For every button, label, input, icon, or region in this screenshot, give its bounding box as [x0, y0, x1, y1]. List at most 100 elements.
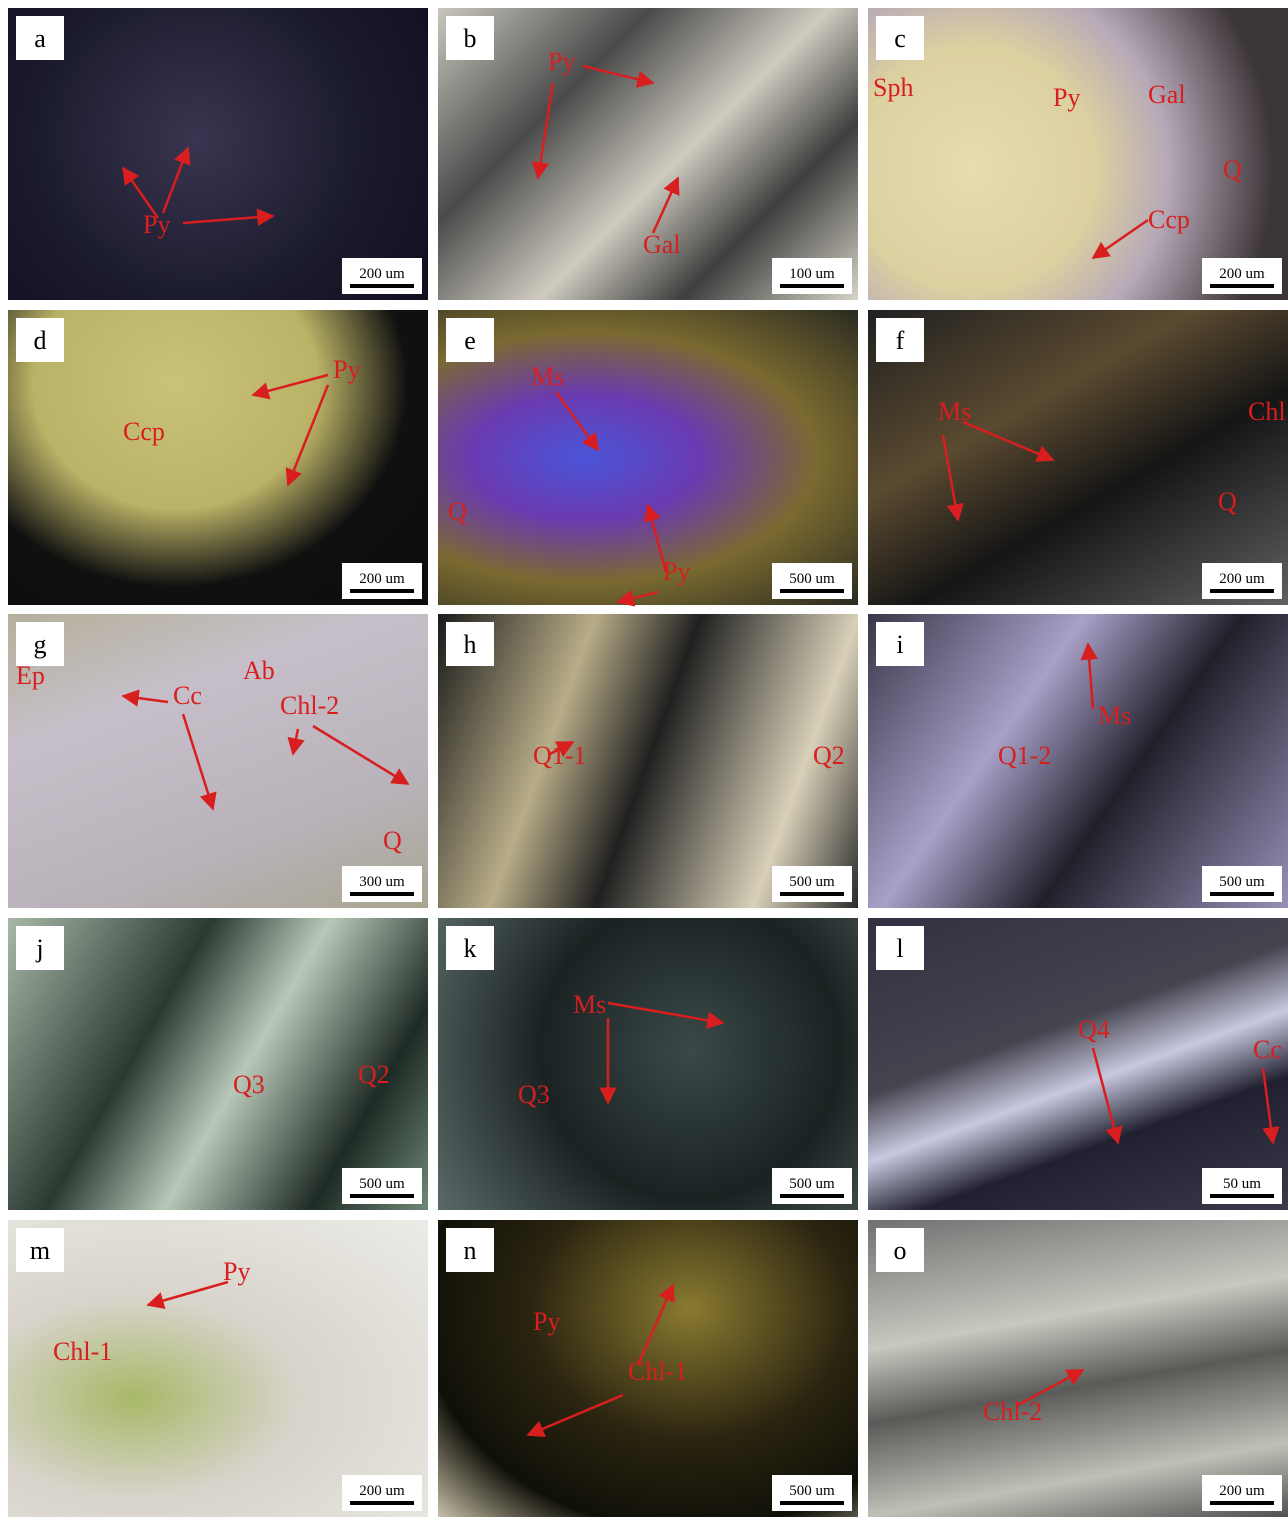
scale-bar: [350, 1194, 414, 1198]
scale-bar: [1210, 1501, 1274, 1505]
scale-bar: [1210, 892, 1274, 896]
scale-bar: [350, 1501, 414, 1505]
arrow: [528, 1395, 623, 1435]
mineral-label: Q: [1223, 155, 1242, 184]
panel-letter: m: [30, 1236, 50, 1265]
scale-bar: [350, 892, 414, 896]
mineral-label: Q: [448, 497, 467, 526]
panel-letter: i: [896, 630, 903, 659]
panel-letter: b: [464, 24, 477, 53]
scale-label: 200 um: [1219, 1483, 1265, 1499]
scale-label: 200 um: [359, 571, 405, 587]
panel-letter: d: [34, 326, 47, 355]
overlay: aPy200 umbPyGal100 umcSphPyGalQCcp200 um…: [0, 0, 1288, 1517]
panel-letter: g: [34, 630, 47, 659]
scale-label: 200 um: [359, 1483, 405, 1499]
arrow: [1088, 644, 1093, 709]
mineral-label: Py: [1053, 83, 1080, 112]
scale-label: 200 um: [359, 266, 405, 282]
scale-label: 500 um: [789, 571, 835, 587]
panel-letter: l: [896, 934, 903, 963]
mineral-label: Ms: [531, 362, 564, 391]
mineral-label: Q2: [358, 1060, 390, 1089]
scale-bar: [780, 589, 844, 593]
mineral-label: Py: [143, 210, 170, 239]
arrow: [288, 385, 328, 485]
mineral-label: Py: [548, 47, 575, 76]
scale-bar: [350, 589, 414, 593]
scale-bar: [780, 1501, 844, 1505]
scale-label: 500 um: [789, 1483, 835, 1499]
scale-label: 100 um: [789, 266, 835, 282]
arrow: [293, 729, 298, 754]
arrow: [618, 592, 658, 602]
arrow: [183, 216, 273, 223]
scale-label: 500 um: [1219, 874, 1265, 890]
scale-label: 200 um: [1219, 266, 1265, 282]
mineral-label: Chl-2: [280, 691, 339, 720]
mineral-label: Ccp: [1148, 205, 1190, 234]
arrow: [1093, 220, 1148, 258]
mineral-label: Py: [533, 1307, 560, 1336]
arrow: [583, 66, 653, 83]
mineral-label: Q: [383, 826, 402, 855]
scale-label: 300 um: [359, 874, 405, 890]
mineral-label: Q4: [1078, 1015, 1110, 1044]
scale-label: 200 um: [1219, 571, 1265, 587]
panel-letter: e: [464, 326, 476, 355]
mineral-label: Ccp: [123, 417, 165, 446]
arrow: [1093, 1048, 1118, 1143]
arrow: [163, 148, 188, 213]
mineral-label: Chl: [1248, 397, 1286, 426]
arrow: [638, 1285, 673, 1365]
mineral-label: Py: [223, 1257, 250, 1286]
panel-letter: c: [894, 24, 906, 53]
arrow: [253, 375, 328, 395]
arrow: [1263, 1068, 1273, 1143]
scale-bar: [780, 892, 844, 896]
arrow: [943, 435, 958, 520]
mineral-label: Sph: [873, 73, 913, 102]
scale-bar: [780, 284, 844, 288]
mineral-label: Q3: [518, 1080, 550, 1109]
arrow: [653, 178, 678, 233]
panel-letter: n: [464, 1236, 477, 1265]
arrow: [148, 1282, 228, 1305]
mineral-label: Q1-2: [998, 741, 1051, 770]
mineral-label: Chl-2: [983, 1397, 1042, 1426]
mineral-label: Ms: [1098, 701, 1131, 730]
scale-bar: [350, 284, 414, 288]
mineral-label: Chl-1: [53, 1337, 112, 1366]
panel-letter: o: [894, 1236, 907, 1265]
mineral-label: Chl-1: [628, 1357, 687, 1386]
mineral-label: Ab: [243, 656, 275, 685]
figure: aPy200 umbPyGal100 umcSphPyGalQCcp200 um…: [0, 0, 1288, 1517]
mineral-label: Gal: [643, 230, 681, 259]
scale-label: 500 um: [789, 1176, 835, 1192]
scale-bar: [1210, 589, 1274, 593]
panel-letter: a: [34, 24, 46, 53]
panel-letter: f: [896, 326, 905, 355]
mineral-label: Py: [333, 355, 360, 384]
scale-label: 500 um: [789, 874, 835, 890]
mineral-label: Q2: [813, 741, 845, 770]
arrow: [313, 726, 408, 784]
arrow: [556, 392, 598, 450]
scale-bar: [1210, 284, 1274, 288]
scale-bar: [780, 1194, 844, 1198]
mineral-label: Q: [1218, 487, 1237, 516]
arrow: [963, 422, 1053, 460]
panel-letter: j: [35, 934, 43, 963]
arrow: [538, 83, 553, 178]
mineral-label: Q3: [233, 1070, 265, 1099]
mineral-label: Ms: [573, 990, 606, 1019]
panel-letter: k: [464, 934, 477, 963]
mineral-label: Ms: [938, 397, 971, 426]
panel-letter: h: [464, 630, 477, 659]
mineral-label: Cc: [173, 681, 202, 710]
scale-label: 500 um: [359, 1176, 405, 1192]
mineral-label: Q1-1: [533, 741, 586, 770]
scale-label: 50 um: [1223, 1176, 1261, 1192]
scale-bar: [1210, 1194, 1274, 1198]
arrow: [123, 696, 168, 702]
